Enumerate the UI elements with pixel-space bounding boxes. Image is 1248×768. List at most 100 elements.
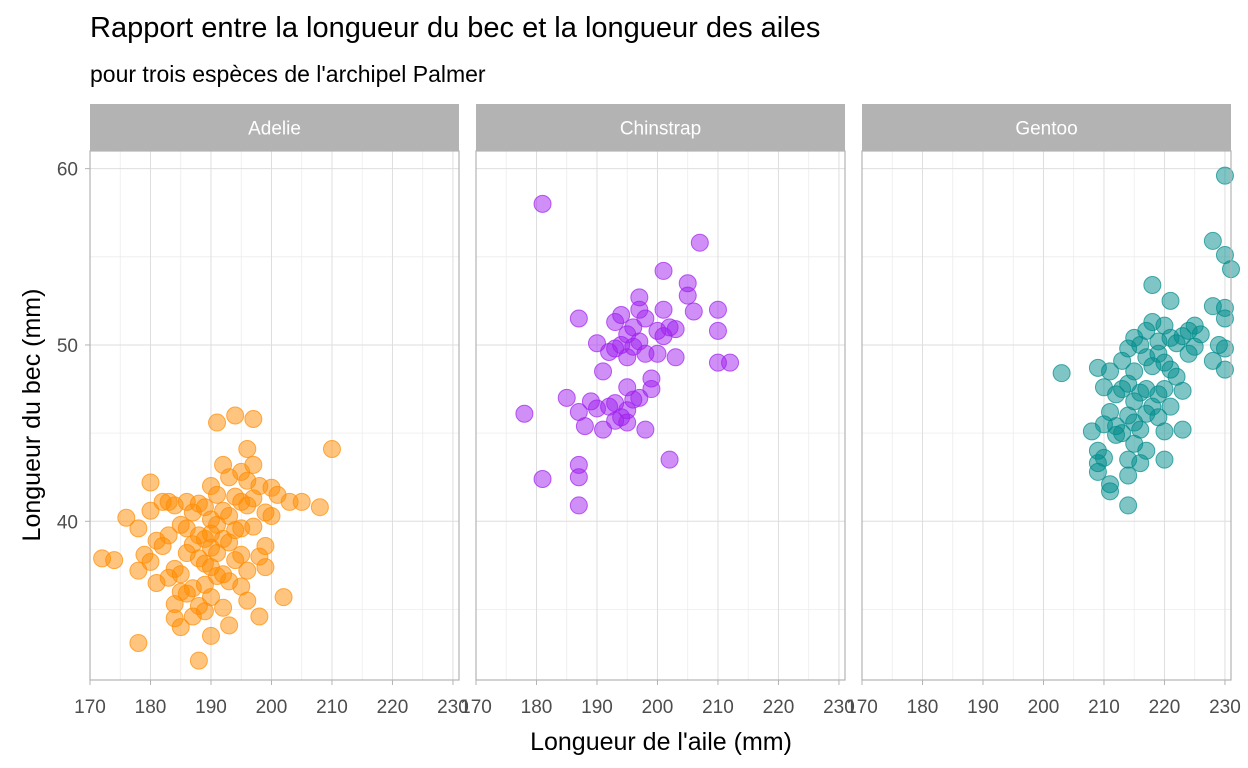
- data-point: [1203, 351, 1222, 370]
- data-point: [250, 607, 269, 626]
- data-point: [226, 406, 245, 425]
- x-tick-label: 210: [1088, 697, 1120, 718]
- data-point: [1191, 325, 1210, 344]
- data-point: [238, 591, 257, 610]
- data-point: [117, 508, 136, 527]
- data-point: [569, 468, 588, 487]
- y-tick-label: 40: [57, 512, 78, 533]
- data-point: [232, 545, 251, 564]
- data-point: [292, 492, 311, 511]
- x-tick-label: 180: [521, 697, 553, 718]
- data-point: [201, 588, 220, 607]
- x-tick-label: 210: [702, 697, 734, 718]
- facet-panel-chinstrap: Chinstrap 170 180 190 200 210 220 230: [460, 104, 855, 718]
- data-point: [1215, 166, 1234, 185]
- panel-border: [861, 150, 1232, 681]
- data-point: [171, 618, 190, 637]
- facet-panel-gentoo: Gentoo 170 180 190 200 210 220 230: [846, 104, 1241, 718]
- data-point: [575, 417, 594, 436]
- data-point: [684, 302, 703, 321]
- data-point: [678, 286, 697, 305]
- facet-strip: [476, 104, 845, 151]
- data-point: [1119, 466, 1138, 485]
- facet-strip-label: Adelie: [248, 119, 301, 140]
- data-point: [1094, 448, 1113, 467]
- data-point: [1203, 231, 1222, 250]
- data-point: [171, 565, 190, 584]
- x-tick-label: 170: [74, 697, 106, 718]
- x-tick-label: 200: [642, 697, 674, 718]
- data-point: [129, 633, 148, 652]
- facet-strip-label: Chinstrap: [620, 119, 701, 140]
- x-tick-label: 190: [581, 697, 613, 718]
- x-tick-label: 200: [1028, 697, 1060, 718]
- data-point: [244, 455, 263, 474]
- data-point: [129, 519, 148, 538]
- x-tick-label: 170: [460, 697, 492, 718]
- data-point: [1155, 422, 1174, 441]
- facet-strip-label: Gentoo: [1015, 119, 1077, 140]
- data-point: [214, 598, 233, 617]
- data-point: [238, 440, 257, 459]
- data-point: [1161, 397, 1180, 416]
- data-point: [1143, 276, 1162, 295]
- data-point: [654, 261, 673, 280]
- data-point: [654, 300, 673, 319]
- x-tick-label: 200: [256, 697, 288, 718]
- chart-subtitle: pour trois espèces de l'archipel Palmer: [90, 61, 486, 87]
- data-point: [533, 194, 552, 213]
- panel-border: [89, 150, 460, 681]
- data-point: [1101, 482, 1120, 501]
- facet-strip: [862, 104, 1231, 151]
- data-point: [630, 388, 649, 407]
- data-point: [690, 233, 709, 252]
- data-point: [262, 507, 281, 526]
- data-point: [1119, 496, 1138, 515]
- x-tick-label: 220: [763, 697, 795, 718]
- data-point: [594, 362, 613, 381]
- x-tick-label: 190: [195, 697, 227, 718]
- data-point: [141, 473, 160, 492]
- y-tick-label: 60: [57, 160, 78, 181]
- x-tick-label: 170: [846, 697, 878, 718]
- data-point: [569, 496, 588, 515]
- data-point: [642, 380, 661, 399]
- data-point: [636, 309, 655, 328]
- facet-panel-adelie: Adelie 170 180 190 200 210 220 230: [74, 104, 469, 718]
- data-point: [238, 561, 257, 580]
- y-axis-label: Longueur du bec (mm): [18, 289, 46, 542]
- data-point: [557, 388, 576, 407]
- data-point: [274, 588, 293, 607]
- y-tick-label: 50: [57, 336, 78, 357]
- data-point: [612, 305, 631, 324]
- chart-title: Rapport entre la longueur du bec et la l…: [90, 12, 821, 44]
- data-point: [159, 526, 178, 545]
- data-point: [244, 410, 263, 429]
- data-point: [208, 413, 227, 432]
- data-point: [1131, 420, 1150, 439]
- x-tick-label: 230: [823, 697, 855, 718]
- data-point: [189, 651, 208, 670]
- data-point: [636, 420, 655, 439]
- panel-border: [475, 150, 846, 681]
- data-point: [533, 469, 552, 488]
- data-point: [594, 420, 613, 439]
- data-point: [256, 558, 275, 577]
- facet-strip: [90, 104, 459, 151]
- data-point: [244, 517, 263, 536]
- data-point: [708, 300, 727, 319]
- data-point: [1137, 441, 1156, 460]
- data-point: [666, 348, 685, 367]
- data-point: [666, 320, 685, 339]
- data-point: [618, 413, 637, 432]
- data-point: [1052, 364, 1071, 383]
- data-point: [1155, 450, 1174, 469]
- data-point: [721, 353, 740, 372]
- x-tick-label: 220: [1149, 697, 1181, 718]
- data-point: [1215, 339, 1234, 358]
- data-point: [129, 561, 148, 580]
- data-point: [1113, 424, 1132, 443]
- x-tick-label: 230: [437, 697, 469, 718]
- data-point: [220, 616, 239, 635]
- x-tick-label: 180: [135, 697, 167, 718]
